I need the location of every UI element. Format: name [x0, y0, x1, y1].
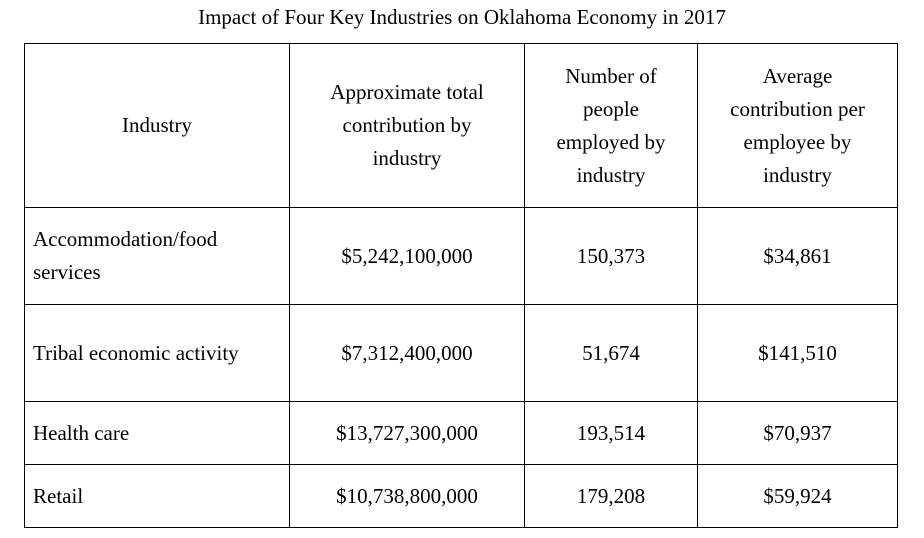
header-people-employed: Number of people employed by industry: [524, 43, 698, 208]
header-avg-contribution: Average contribution per employee by ind…: [697, 43, 898, 208]
employed-cell: 150,373: [524, 207, 698, 305]
table-row: Health care $13,727,300,000 193,514 $70,…: [24, 401, 898, 465]
industry-name-cell: Tribal economic activity: [24, 304, 290, 402]
avg-contribution-cell: $59,924: [697, 464, 898, 528]
table-title: Impact of Four Key Industries on Oklahom…: [198, 5, 726, 29]
header-industry: Industry: [24, 43, 290, 208]
employed-cell: 193,514: [524, 401, 698, 465]
avg-contribution-cell: $70,937: [697, 401, 898, 465]
industry-name-cell: Retail: [24, 464, 290, 528]
industry-name-cell: Accommodation/food services: [24, 207, 290, 305]
header-total-contribution: Approximate total contribution by indust…: [289, 43, 525, 208]
industry-impact-table: Industry Approximate total contribution …: [24, 43, 898, 528]
avg-contribution-cell: $34,861: [697, 207, 898, 305]
table-row: Retail $10,738,800,000 179,208 $59,924: [24, 464, 898, 528]
industry-name-cell: Health care: [24, 401, 290, 465]
avg-contribution-cell: $141,510: [697, 304, 898, 402]
total-contribution-cell: $7,312,400,000: [289, 304, 525, 402]
total-contribution-cell: $5,242,100,000: [289, 207, 525, 305]
header-row: Industry Approximate total contribution …: [24, 43, 898, 208]
table-row: Tribal economic activity $7,312,400,000 …: [24, 304, 898, 402]
employed-cell: 179,208: [524, 464, 698, 528]
table-row: Accommodation/food services $5,242,100,0…: [24, 207, 898, 305]
employed-cell: 51,674: [524, 304, 698, 402]
total-contribution-cell: $10,738,800,000: [289, 464, 525, 528]
total-contribution-cell: $13,727,300,000: [289, 401, 525, 465]
